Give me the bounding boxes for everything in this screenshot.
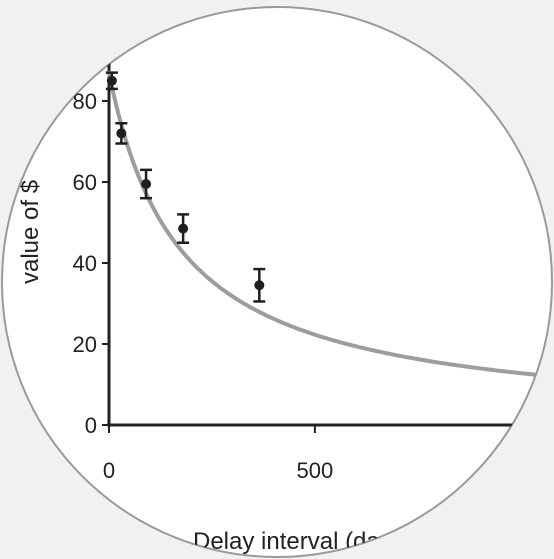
y-tick-label: 0 xyxy=(85,413,97,438)
data-point xyxy=(140,168,153,200)
fit-curve xyxy=(107,70,552,397)
data-point xyxy=(115,122,128,145)
data-point xyxy=(177,213,190,244)
point-marker xyxy=(106,75,117,86)
data-points xyxy=(105,71,266,303)
data-point xyxy=(253,267,266,303)
point-marker xyxy=(141,179,152,190)
point-marker xyxy=(178,223,189,234)
y-tick-label: 20 xyxy=(73,332,97,357)
y-tick-label: 60 xyxy=(73,170,97,195)
x-tick-label: 500 xyxy=(297,458,334,483)
point-marker xyxy=(116,128,127,139)
y-axis-title: value of $ xyxy=(17,180,44,284)
axes xyxy=(107,50,540,427)
lens-frame xyxy=(1,6,553,558)
x-tick-label: 0 xyxy=(103,458,115,483)
x-axis-title: Delay interval (da xyxy=(193,528,380,555)
y-tick-label: 40 xyxy=(73,251,97,276)
point-marker xyxy=(254,280,265,291)
data-point xyxy=(105,71,118,91)
x-tick-label: 1,000 xyxy=(493,458,548,483)
